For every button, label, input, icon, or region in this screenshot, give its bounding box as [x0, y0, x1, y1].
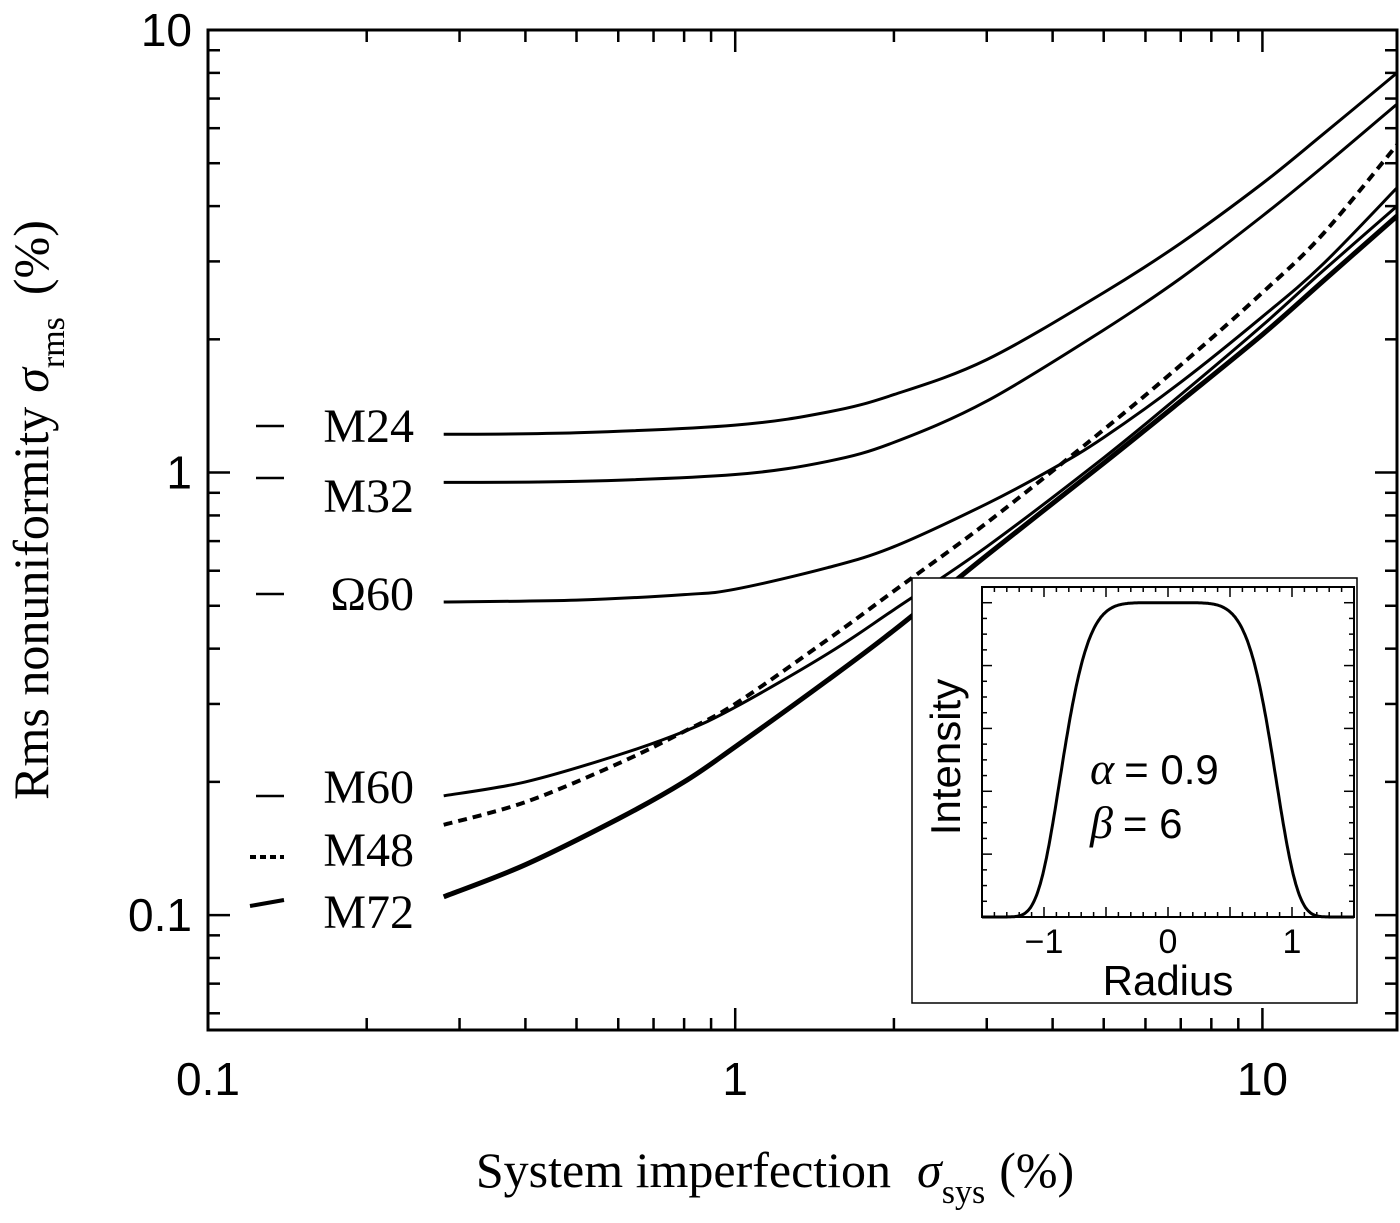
y-axis-title: Rms nonuniformity σrms (%) — [3, 220, 72, 800]
main-series-labels: M24 M32 Ω60 M60 M48 M72 — [249, 400, 414, 939]
series-line-m32 — [443, 102, 1398, 484]
series-label: M48 — [323, 824, 414, 877]
beta-value: = 6 — [1123, 800, 1183, 847]
alpha-symbol: α — [1090, 743, 1115, 794]
y-axis-title-symbol: σ — [3, 366, 59, 393]
inset-background — [911, 577, 1358, 1004]
x-tick-label: 0.1 — [176, 1053, 240, 1105]
inset-axis-ticks — [981, 587, 1355, 918]
inset-intensity-curve — [982, 601, 1354, 919]
y-tick-label: 1 — [166, 447, 192, 499]
main-axis-ticks — [206, 28, 1397, 1030]
y-axis-title-unit: (%) — [3, 220, 59, 295]
beta-symbol: β — [1089, 797, 1113, 848]
series-line-m48 — [443, 143, 1399, 827]
series-label: M72 — [323, 886, 414, 939]
inset-y-axis-title: Intensity — [922, 679, 969, 835]
alpha-value: = 0.9 — [1124, 746, 1219, 793]
x-tick-label: 1 — [722, 1053, 748, 1105]
inset-x-axis-title: Radius — [1103, 957, 1234, 1004]
x-axis-title-symbol: σ — [917, 1142, 944, 1198]
inset-x-tick-label: −1 — [1025, 923, 1064, 961]
series-label: M60 — [323, 761, 414, 814]
y-tick-label: 0.1 — [128, 889, 192, 941]
main-plot-frame — [206, 28, 1399, 1032]
y-tick-label: 10 — [141, 4, 192, 56]
inset-annotation-alpha: α = 0.9 — [1090, 743, 1219, 794]
series-label-mark — [249, 898, 285, 908]
x-axis-title-main: System imperfection — [476, 1142, 891, 1198]
series-label: M24 — [323, 400, 414, 453]
x-axis-title-unit: (%) — [999, 1142, 1074, 1198]
series-label: M32 — [323, 470, 414, 523]
series-line-m72 — [442, 214, 1399, 900]
x-tick-label: 10 — [1237, 1053, 1288, 1105]
main-series-group — [442, 71, 1399, 900]
y-axis-title-subscript: rms — [35, 317, 72, 368]
inset-tick-labels: −1 0 1 — [1025, 923, 1302, 961]
main-tick-labels: 0.1 1 10 0.1 1 10 — [128, 4, 1288, 1105]
inset-annotation-beta: β = 6 — [1089, 797, 1182, 848]
x-axis-title: System imperfection σsys (%) — [476, 1142, 1074, 1211]
series-line-m24 — [443, 71, 1398, 436]
x-axis-title-subscript: sys — [942, 1174, 985, 1211]
inset-chart: −1 0 1 Radius Intensity α = 0.9 β = 6 — [911, 577, 1358, 1004]
inset-x-tick-label: 0 — [1159, 923, 1178, 961]
series-label: Ω60 — [330, 568, 414, 621]
y-axis-title-main: Rms nonuniformity — [3, 407, 59, 800]
inset-x-tick-label: 1 — [1283, 923, 1302, 961]
series-line-omega60 — [443, 186, 1399, 604]
